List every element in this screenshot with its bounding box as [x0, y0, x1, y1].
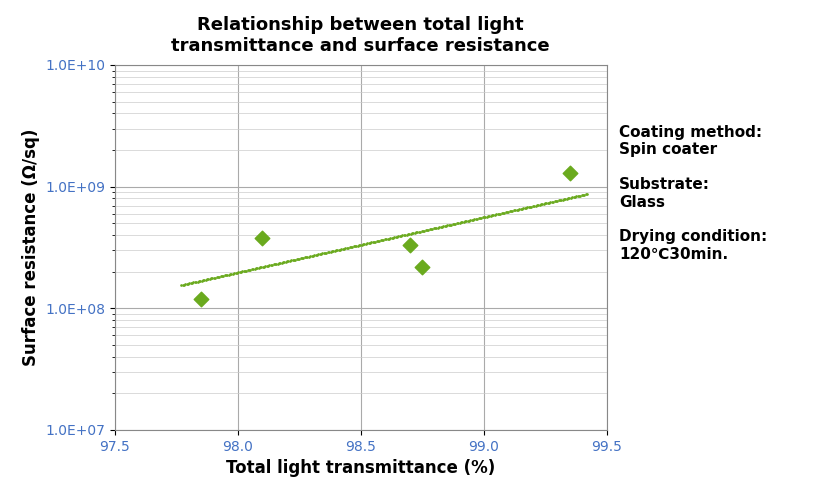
- Text: Coating method:
Spin coater

Substrate:
Glass

Drying condition:
120℃30min.: Coating method: Spin coater Substrate: G…: [618, 125, 767, 262]
- Y-axis label: Surface resistance (Ω/sq): Surface resistance (Ω/sq): [21, 129, 39, 366]
- Point: [415, 262, 428, 270]
- Point: [403, 241, 416, 249]
- Point: [256, 234, 269, 242]
- X-axis label: Total light transmittance (%): Total light transmittance (%): [226, 460, 495, 477]
- Point: [194, 294, 207, 302]
- Title: Relationship between total light
transmittance and surface resistance: Relationship between total light transmi…: [171, 16, 550, 55]
- Point: [563, 169, 576, 177]
